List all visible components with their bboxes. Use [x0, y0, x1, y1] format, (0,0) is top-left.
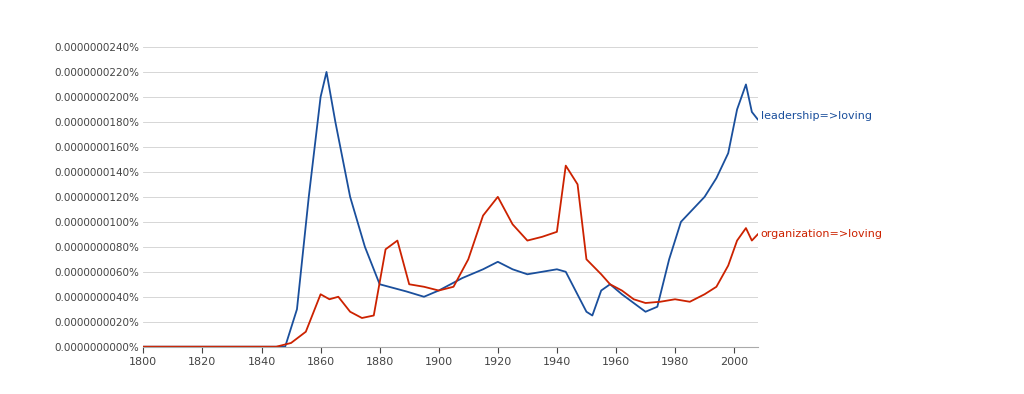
Text: leadership=>loving: leadership=>loving: [761, 112, 871, 121]
Text: organization=>loving: organization=>loving: [761, 229, 883, 239]
